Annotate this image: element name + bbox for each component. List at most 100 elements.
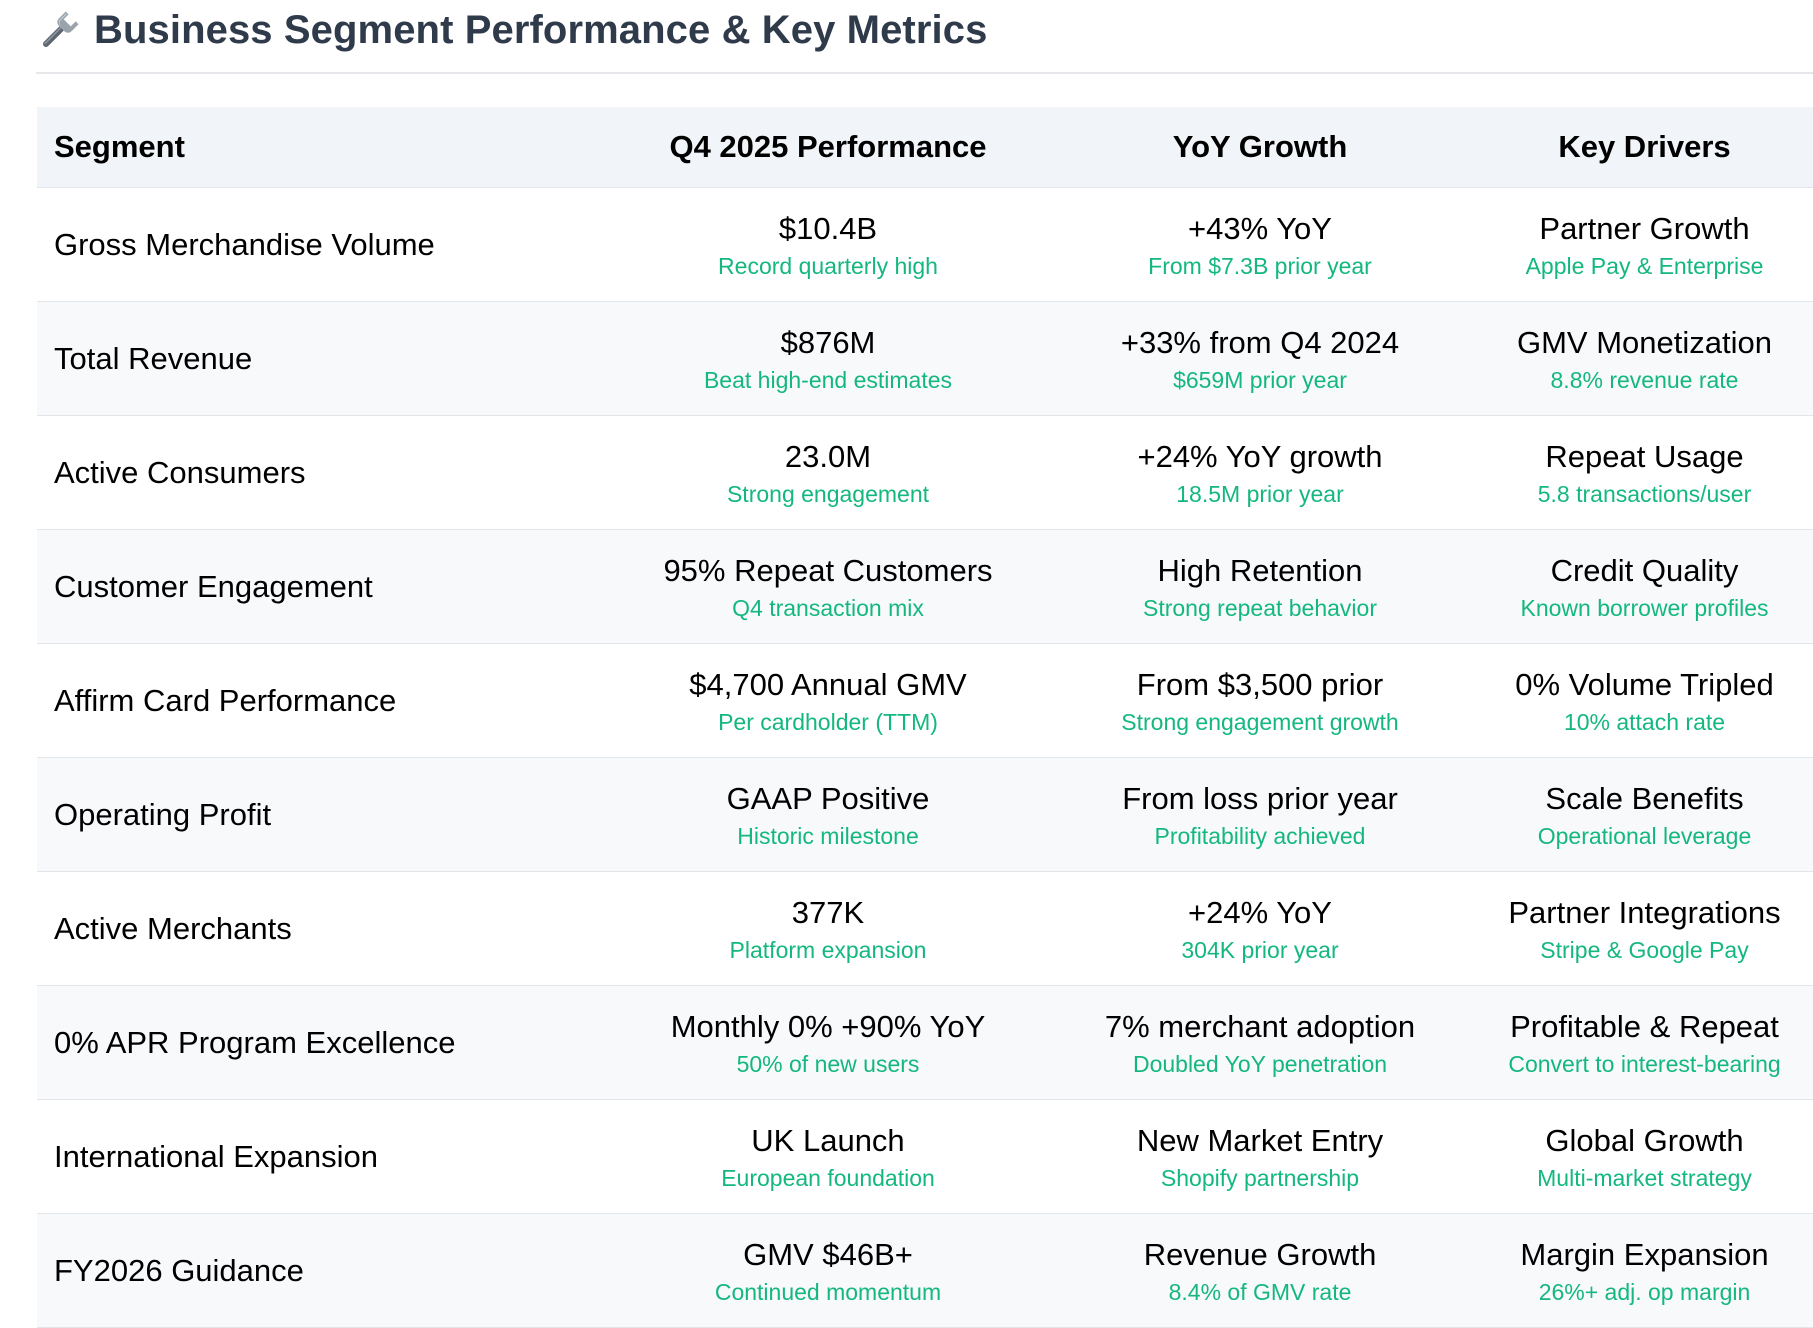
performance-value: $10.4B (778, 210, 878, 246)
table-header-row: Segment Q4 2025 Performance YoY Growth K… (37, 107, 1813, 188)
growth-value: Revenue Growth (1143, 1236, 1377, 1272)
growth-cell: +24% YoY 304K prior year (1044, 871, 1476, 986)
segment-name: Affirm Card Performance (37, 643, 612, 758)
growth-cell: +24% YoY growth 18.5M prior year (1044, 415, 1476, 530)
performance-cell: 377K Platform expansion (612, 871, 1044, 986)
performance-cell: GAAP Positive Historic milestone (612, 757, 1044, 872)
drivers-value: Global Growth (1545, 1122, 1744, 1158)
performance-cell: GMV $46B+ Continued momentum (612, 1213, 1044, 1328)
column-header-drivers: Key Drivers (1476, 107, 1813, 188)
performance-value: $4,700 Annual GMV (689, 666, 967, 702)
drivers-note: Convert to interest-bearing (1508, 1050, 1781, 1077)
drivers-value: 0% Volume Tripled (1515, 666, 1774, 702)
growth-cell: +33% from Q4 2024 $659M prior year (1044, 301, 1476, 416)
table-row: Gross Merchandise Volume $10.4B Record qu… (37, 187, 1813, 302)
growth-cell: 7% merchant adoption Doubled YoY penetrat… (1044, 985, 1476, 1100)
table-row: Active Consumers 23.0M Strong engagement … (37, 415, 1813, 530)
segment-name: Operating Profit (37, 757, 612, 872)
growth-cell: +43% YoY From $7.3B prior year (1044, 187, 1476, 302)
segment-name: Gross Merchandise Volume (37, 187, 612, 302)
segment-name: Active Consumers (37, 415, 612, 530)
table-row: International Expansion UK Launch Europea… (37, 1099, 1813, 1214)
column-header-growth: YoY Growth (1044, 107, 1476, 188)
performance-cell: $4,700 Annual GMV Per cardholder (TTM) (612, 643, 1044, 758)
table-row: FY2026 Guidance GMV $46B+ Continued momen… (37, 1213, 1813, 1328)
growth-cell: From $3,500 prior Strong engagement growt… (1044, 643, 1476, 758)
drivers-value: GMV Monetization (1517, 324, 1772, 360)
performance-value: GMV $46B+ (743, 1236, 913, 1272)
performance-value: $876M (780, 324, 876, 360)
growth-value: +43% YoY (1188, 210, 1332, 246)
drivers-cell: Partner Integrations Stripe & Google Pay (1476, 871, 1813, 986)
table-row: 0% APR Program Excellence Monthly 0% +90… (37, 985, 1813, 1100)
wrench-icon (42, 11, 79, 48)
drivers-value: Partner Integrations (1508, 894, 1781, 930)
table-row: Active Merchants 377K Platform expansion … (37, 871, 1813, 986)
drivers-value: Credit Quality (1550, 552, 1739, 588)
performance-cell: UK Launch European foundation (612, 1099, 1044, 1214)
growth-note: Shopify partnership (1160, 1164, 1360, 1191)
drivers-value: Margin Expansion (1520, 1236, 1769, 1272)
title-divider (36, 72, 1813, 74)
table-row: Affirm Card Performance $4,700 Annual GM… (37, 643, 1813, 758)
metrics-table: Segment Q4 2025 Performance YoY Growth K… (37, 107, 1813, 1328)
segment-name: FY2026 Guidance (37, 1213, 612, 1328)
column-header-segment: Segment (37, 107, 612, 188)
growth-value: +24% YoY (1188, 894, 1332, 930)
drivers-cell: Partner Growth Apple Pay & Enterprise (1476, 187, 1813, 302)
growth-value: 7% merchant adoption (1104, 1008, 1416, 1044)
growth-note: $659M prior year (1173, 366, 1347, 393)
drivers-note: 8.8% revenue rate (1550, 366, 1739, 393)
growth-value: New Market Entry (1136, 1122, 1384, 1158)
growth-note: From $7.3B prior year (1148, 252, 1372, 279)
performance-note: 50% of new users (736, 1050, 920, 1077)
growth-value: +33% from Q4 2024 (1120, 324, 1400, 360)
performance-note: Strong engagement (726, 480, 930, 507)
drivers-cell: Scale Benefits Operational leverage (1476, 757, 1813, 872)
performance-cell: 95% Repeat Customers Q4 transaction mix (612, 529, 1044, 644)
drivers-value: Profitable & Repeat (1510, 1008, 1779, 1044)
drivers-note: 5.8 transactions/user (1537, 480, 1752, 507)
drivers-value: Scale Benefits (1545, 780, 1744, 816)
segment-name: Total Revenue (37, 301, 612, 416)
growth-note: Doubled YoY penetration (1132, 1050, 1388, 1077)
table-row: Operating Profit GAAP Positive Historic m… (37, 757, 1813, 872)
performance-note: Beat high-end estimates (703, 366, 953, 393)
growth-cell: High Retention Strong repeat behavior (1044, 529, 1476, 644)
performance-value: 95% Repeat Customers (663, 552, 993, 588)
growth-note: 8.4% of GMV rate (1168, 1278, 1352, 1305)
growth-value: +24% YoY growth (1137, 438, 1383, 474)
growth-value: High Retention (1157, 552, 1363, 588)
drivers-note: Operational leverage (1537, 822, 1752, 849)
drivers-note: Stripe & Google Pay (1540, 936, 1749, 963)
performance-value: UK Launch (751, 1122, 905, 1158)
table-row: Total Revenue $876M Beat high-end estimat… (37, 301, 1813, 416)
page-title: Business Segment Performance & Key Metri… (94, 7, 988, 52)
drivers-note: Known borrower profiles (1520, 594, 1769, 621)
growth-cell: Revenue Growth 8.4% of GMV rate (1044, 1213, 1476, 1328)
segment-name: International Expansion (37, 1099, 612, 1214)
growth-value: From $3,500 prior (1136, 666, 1384, 702)
drivers-cell: Margin Expansion 26%+ adj. op margin (1476, 1213, 1813, 1328)
performance-note: Continued momentum (714, 1278, 942, 1305)
performance-value: 23.0M (784, 438, 872, 474)
growth-note: Strong repeat behavior (1143, 594, 1377, 621)
performance-note: Per cardholder (TTM) (718, 708, 938, 735)
growth-value: From loss prior year (1122, 780, 1398, 816)
drivers-cell: Global Growth Multi-market strategy (1476, 1099, 1813, 1214)
drivers-cell: Profitable & Repeat Convert to interest-b… (1476, 985, 1813, 1100)
growth-note: Strong engagement growth (1121, 708, 1399, 735)
performance-cell: 23.0M Strong engagement (612, 415, 1044, 530)
performance-note: Record quarterly high (718, 252, 938, 279)
segment-name: 0% APR Program Excellence (37, 985, 612, 1100)
drivers-value: Partner Growth (1539, 210, 1750, 246)
column-header-performance: Q4 2025 Performance (612, 107, 1044, 188)
drivers-note: 10% attach rate (1563, 708, 1726, 735)
performance-value: GAAP Positive (726, 780, 930, 816)
performance-cell: $10.4B Record quarterly high (612, 187, 1044, 302)
growth-note: 304K prior year (1181, 936, 1339, 963)
performance-cell: $876M Beat high-end estimates (612, 301, 1044, 416)
growth-cell: From loss prior year Profitability achiev… (1044, 757, 1476, 872)
growth-note: Profitability achieved (1154, 822, 1366, 849)
drivers-cell: Credit Quality Known borrower profiles (1476, 529, 1813, 644)
